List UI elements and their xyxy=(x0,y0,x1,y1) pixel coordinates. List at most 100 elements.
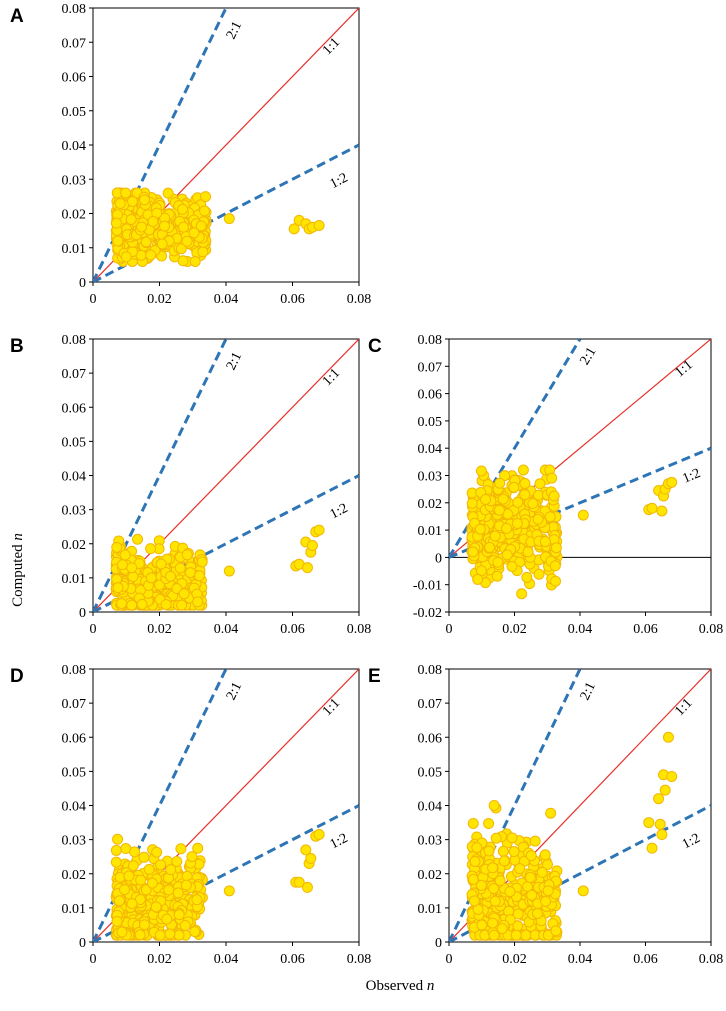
x-tick-label: 0.04 xyxy=(214,952,239,967)
data-point xyxy=(111,915,123,927)
data-point xyxy=(550,542,562,554)
y-tick-label: 0.01 xyxy=(62,572,87,587)
y-tick-label: 0.02 xyxy=(418,868,443,883)
data-point xyxy=(549,560,561,572)
data-point xyxy=(487,862,499,874)
x-tick-label: 0 xyxy=(90,292,97,307)
data-point xyxy=(127,860,139,872)
data-point xyxy=(125,214,137,226)
data-point xyxy=(493,504,505,516)
data-point xyxy=(176,599,188,611)
data-point xyxy=(468,895,480,907)
y-tick-label: 0.05 xyxy=(62,765,87,780)
data-point xyxy=(155,859,167,871)
data-point xyxy=(174,562,186,574)
data-point xyxy=(192,842,204,854)
data-point xyxy=(494,477,506,489)
panel-letter: B xyxy=(10,336,24,357)
data-point xyxy=(548,490,560,502)
data-point xyxy=(532,513,544,525)
data-point xyxy=(188,227,200,239)
data-point xyxy=(496,923,508,935)
y-tick-label: 0.03 xyxy=(62,173,87,188)
y-tick-label: 0.06 xyxy=(62,731,87,746)
ref-label-2-1: 2:1 xyxy=(224,19,245,42)
data-point xyxy=(112,582,124,594)
outlier-point xyxy=(666,770,678,782)
data-point xyxy=(181,549,193,561)
data-point xyxy=(126,898,138,910)
outlier-point xyxy=(223,565,235,577)
data-point xyxy=(134,929,146,941)
outlier-point xyxy=(301,881,313,893)
data-point xyxy=(487,917,499,929)
y-tick-label: 0.08 xyxy=(418,663,443,678)
data-point xyxy=(161,913,173,925)
y-tick-label: 0.01 xyxy=(62,242,87,257)
panel-letter: D xyxy=(10,666,24,687)
data-point xyxy=(526,889,538,901)
outlier-point xyxy=(288,223,300,235)
panel-c: -0.02 -0.01 0 0.01 0.02 0.03 0.04 0.05 0.06 0.07 0… xyxy=(368,333,723,637)
data-point xyxy=(140,236,152,248)
ref-label-2-1: 2:1 xyxy=(224,350,245,373)
outlier-point xyxy=(301,562,313,574)
panels-group: 0 0.01 0.02 0.03 0.04 0.05 0.06 0.07 0.08 0 0.02 0.… xyxy=(10,2,723,967)
y-tick-label: 0 xyxy=(435,936,442,951)
data-point xyxy=(550,575,562,587)
y-tick-label: 0.03 xyxy=(418,834,443,849)
y-tick-label: 0.07 xyxy=(418,697,443,712)
outlier-point xyxy=(223,213,235,225)
data-point xyxy=(531,907,543,919)
y-tick-label: 0.03 xyxy=(62,504,87,519)
outlier-point xyxy=(577,509,589,521)
panel-letter: A xyxy=(10,6,24,27)
x-tick-label: 0.04 xyxy=(214,292,239,307)
x-axis-title: Observed n xyxy=(366,978,435,994)
plot-area xyxy=(93,8,359,282)
data-point xyxy=(508,846,520,858)
outlier-point xyxy=(654,818,666,830)
outlier-point xyxy=(666,476,678,488)
data-point xyxy=(546,472,558,484)
ref-label-1-1: 1:1 xyxy=(320,366,343,389)
data-point xyxy=(519,478,531,490)
data-point xyxy=(145,543,157,555)
data-point xyxy=(472,573,484,585)
y-tick-label: 0 xyxy=(435,551,442,566)
data-point xyxy=(199,205,211,217)
y-tick-label: 0 xyxy=(79,936,86,951)
data-point xyxy=(488,799,500,811)
data-point xyxy=(510,929,522,941)
data-point xyxy=(474,523,486,535)
ref-label-1-2: 1:2 xyxy=(328,831,351,853)
data-point xyxy=(521,571,533,583)
data-point xyxy=(184,567,196,579)
data-point xyxy=(175,243,187,255)
data-point xyxy=(150,901,162,913)
outlier-point xyxy=(643,817,655,829)
data-point xyxy=(506,560,518,572)
data-point xyxy=(525,850,537,862)
plot-area xyxy=(449,669,711,942)
outlier-point xyxy=(300,844,312,856)
data-point xyxy=(534,478,546,490)
data-point xyxy=(138,919,150,931)
data-point xyxy=(116,559,128,571)
data-point xyxy=(512,496,524,508)
data-point xyxy=(153,579,165,591)
data-point xyxy=(129,846,141,858)
y-tick-label: 0.05 xyxy=(62,105,87,120)
data-point xyxy=(160,599,172,611)
outlier-point xyxy=(223,885,235,897)
plot-area xyxy=(93,669,359,942)
y-tick-label: 0.08 xyxy=(62,663,87,678)
data-point xyxy=(200,191,212,203)
data-point xyxy=(476,919,488,931)
data-point xyxy=(120,187,132,199)
data-point xyxy=(126,196,138,208)
data-point xyxy=(489,530,501,542)
ref-label-1-2: 1:2 xyxy=(328,501,351,523)
data-point xyxy=(527,498,539,510)
y-tick-label: 0.04 xyxy=(62,139,87,154)
